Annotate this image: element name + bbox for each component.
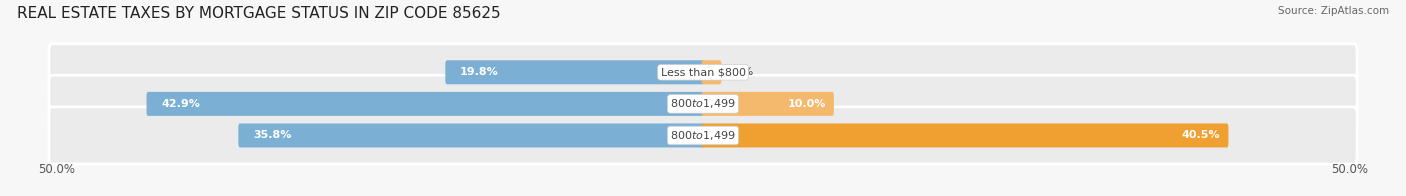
FancyBboxPatch shape (702, 92, 834, 116)
FancyBboxPatch shape (49, 107, 1357, 164)
Text: 1.3%: 1.3% (727, 67, 755, 77)
FancyBboxPatch shape (702, 123, 1229, 147)
FancyBboxPatch shape (702, 60, 721, 84)
Text: 40.5%: 40.5% (1182, 131, 1220, 141)
FancyBboxPatch shape (446, 60, 704, 84)
FancyBboxPatch shape (49, 44, 1357, 101)
Text: $800 to $1,499: $800 to $1,499 (671, 129, 735, 142)
Text: REAL ESTATE TAXES BY MORTGAGE STATUS IN ZIP CODE 85625: REAL ESTATE TAXES BY MORTGAGE STATUS IN … (17, 6, 501, 21)
Text: 35.8%: 35.8% (253, 131, 291, 141)
Text: 10.0%: 10.0% (787, 99, 825, 109)
FancyBboxPatch shape (49, 75, 1357, 132)
Text: $800 to $1,499: $800 to $1,499 (671, 97, 735, 110)
Text: Source: ZipAtlas.com: Source: ZipAtlas.com (1278, 6, 1389, 16)
FancyBboxPatch shape (146, 92, 704, 116)
Legend: Without Mortgage, With Mortgage: Without Mortgage, With Mortgage (572, 191, 834, 196)
Text: 42.9%: 42.9% (162, 99, 200, 109)
FancyBboxPatch shape (239, 123, 704, 147)
Text: 19.8%: 19.8% (460, 67, 499, 77)
Text: Less than $800: Less than $800 (661, 67, 745, 77)
